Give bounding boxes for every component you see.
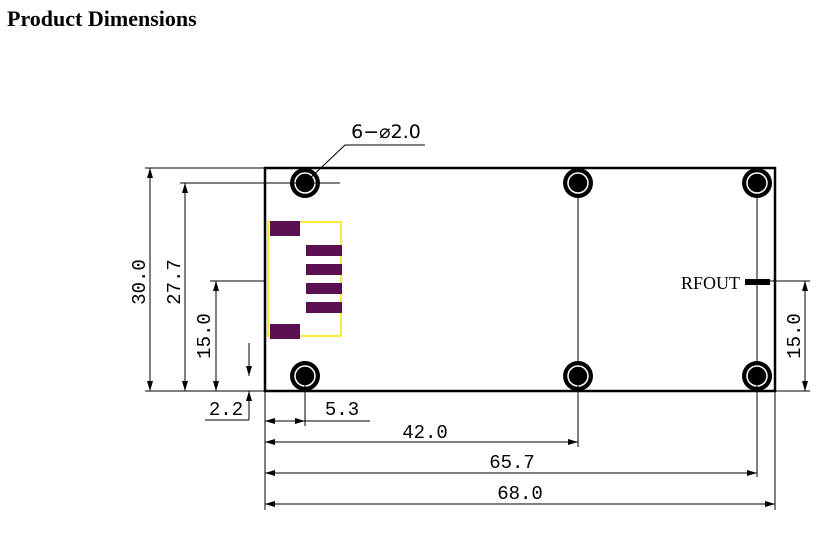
dimension-label: 15.0 bbox=[194, 313, 216, 359]
dimension-label: 2.2 bbox=[209, 399, 243, 421]
dimension-label: 5.3 bbox=[325, 399, 359, 421]
extension-lines bbox=[145, 167, 810, 510]
dimension-label: 15.0 bbox=[784, 313, 806, 359]
connector-pin bbox=[306, 245, 342, 256]
connector-pad bbox=[270, 324, 300, 339]
callout-leader bbox=[304, 144, 425, 184]
connector-pin bbox=[306, 283, 342, 294]
dimension-label: 27.7 bbox=[164, 259, 186, 305]
dimension-label: 30.0 bbox=[129, 259, 151, 305]
port-marker bbox=[745, 279, 770, 285]
page-title: Product Dimensions bbox=[7, 6, 197, 31]
hole bbox=[563, 168, 593, 198]
connector-pin bbox=[306, 264, 342, 275]
connector-pad bbox=[270, 221, 300, 236]
dimension-label: 68.0 bbox=[497, 483, 543, 505]
connector-outline bbox=[267, 221, 342, 337]
connector-pin bbox=[306, 302, 342, 313]
dimension-label: 42.0 bbox=[402, 422, 448, 444]
hole-callout: 6−⌀2.0 bbox=[351, 121, 421, 143]
dimension-label: 65.7 bbox=[489, 452, 535, 474]
port-label: RFOUT bbox=[681, 273, 740, 293]
board-outline bbox=[263, 166, 777, 393]
hole bbox=[742, 168, 772, 198]
